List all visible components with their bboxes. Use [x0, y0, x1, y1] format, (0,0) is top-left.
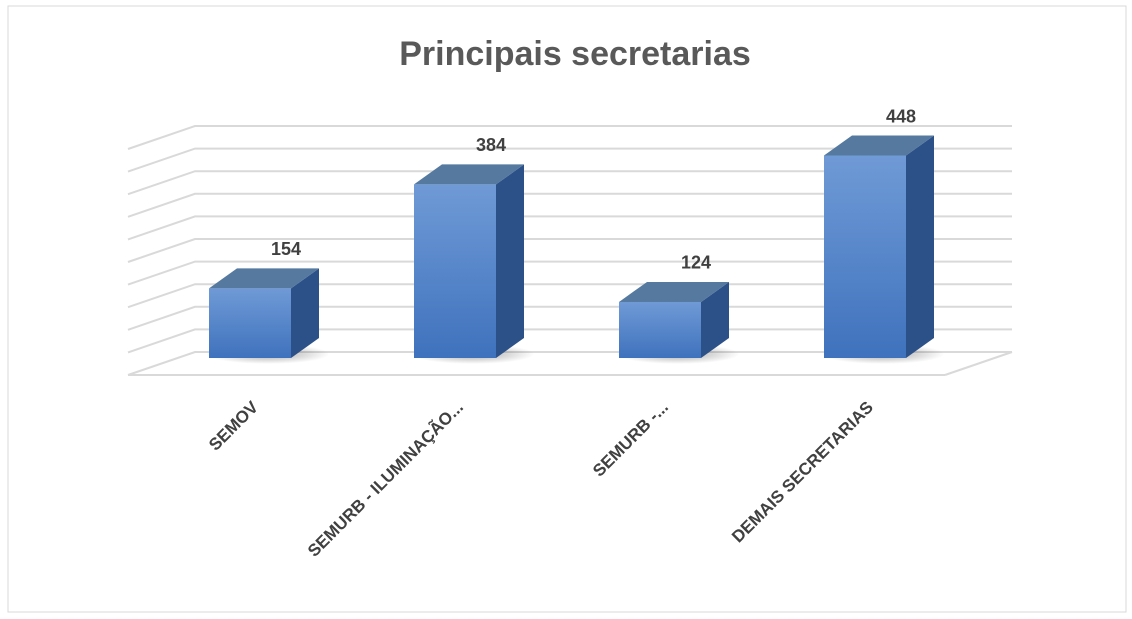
chart-border [7, 5, 1127, 613]
grid-line [127, 328, 1012, 354]
grid-line [127, 192, 1012, 218]
data-label: 448 [886, 106, 916, 126]
bar-front [824, 155, 906, 358]
bar-side [701, 281, 729, 358]
bar-front [619, 301, 701, 358]
data-label: 154 [271, 239, 301, 259]
bar [411, 164, 535, 364]
bar-front [209, 288, 291, 358]
bar-top [209, 268, 319, 289]
bar [206, 268, 330, 364]
data-label: 124 [681, 253, 711, 273]
grid-line [127, 305, 1012, 331]
grid-line [127, 147, 1012, 173]
grid-line [127, 351, 1012, 376]
floor-side [944, 351, 1013, 376]
bar [821, 135, 945, 364]
bar [616, 281, 740, 364]
chart-title: Principais secretarias [399, 35, 751, 73]
bar-top [824, 135, 934, 156]
bar-side [291, 268, 319, 358]
grid-line [127, 125, 1012, 150]
bar-side [496, 164, 524, 358]
bar-side [906, 135, 934, 358]
bar-top [619, 281, 729, 302]
grid-line [127, 260, 1012, 286]
bar-front [414, 184, 496, 358]
grid-line [127, 238, 1012, 263]
grid-line [127, 170, 1012, 196]
data-label: 384 [476, 135, 506, 155]
grid-line [127, 215, 1012, 241]
bar-top [414, 164, 524, 185]
grid-line [127, 283, 1012, 309]
